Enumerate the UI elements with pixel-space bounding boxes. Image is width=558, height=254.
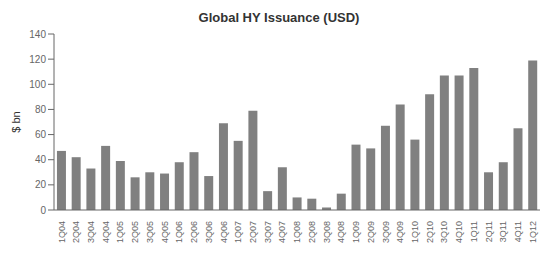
svg-text:4Q07: 4Q07 bbox=[277, 221, 287, 243]
svg-text:2Q04: 2Q04 bbox=[71, 221, 81, 243]
svg-text:3Q07: 3Q07 bbox=[263, 221, 273, 243]
svg-text:80: 80 bbox=[35, 104, 47, 115]
svg-text:0: 0 bbox=[40, 205, 46, 216]
svg-text:$ bn: $ bn bbox=[10, 111, 22, 132]
svg-text:120: 120 bbox=[29, 54, 46, 65]
svg-text:2Q10: 2Q10 bbox=[425, 221, 435, 243]
svg-text:3Q06: 3Q06 bbox=[204, 221, 214, 243]
svg-text:3Q08: 3Q08 bbox=[322, 221, 332, 243]
svg-text:4Q04: 4Q04 bbox=[101, 221, 111, 243]
html-text:Global HY Issuance (USD): Global HY Issuance (USD) bbox=[198, 10, 360, 25]
svg-text:3Q11: 3Q11 bbox=[498, 221, 508, 242]
svg-text:140: 140 bbox=[29, 29, 46, 40]
svg-text:4Q11: 4Q11 bbox=[513, 221, 523, 242]
svg-text:60: 60 bbox=[35, 129, 47, 140]
svg-text:1Q12: 1Q12 bbox=[528, 221, 538, 243]
svg-text:1Q08: 1Q08 bbox=[292, 221, 302, 243]
svg-text:2Q11: 2Q11 bbox=[484, 221, 494, 242]
svg-text:4Q06: 4Q06 bbox=[219, 221, 229, 243]
svg-text:1Q11: 1Q11 bbox=[469, 221, 479, 242]
svg-text:2Q08: 2Q08 bbox=[307, 221, 317, 243]
svg-text:1Q09: 1Q09 bbox=[351, 221, 361, 243]
svg-text:2Q06: 2Q06 bbox=[189, 221, 199, 243]
svg-text:3Q05: 3Q05 bbox=[145, 221, 155, 243]
svg-text:4Q05: 4Q05 bbox=[160, 221, 170, 243]
svg-text:3Q04: 3Q04 bbox=[86, 221, 96, 243]
svg-text:1Q10: 1Q10 bbox=[410, 221, 420, 243]
svg-text:1Q05: 1Q05 bbox=[115, 221, 125, 243]
svg-text:40: 40 bbox=[35, 154, 47, 165]
svg-text:1Q06: 1Q06 bbox=[174, 221, 184, 243]
svg-text:20: 20 bbox=[35, 179, 47, 190]
svg-text:4Q10: 4Q10 bbox=[454, 221, 464, 243]
svg-text:2Q07: 2Q07 bbox=[248, 221, 258, 243]
svg-text:4Q08: 4Q08 bbox=[336, 221, 346, 243]
svg-text:4Q09: 4Q09 bbox=[395, 221, 405, 243]
svg-text:2Q09: 2Q09 bbox=[366, 221, 376, 243]
svg-text:1Q04: 1Q04 bbox=[57, 221, 67, 243]
svg-text:100: 100 bbox=[29, 79, 46, 90]
svg-text:3Q09: 3Q09 bbox=[381, 221, 391, 243]
svg-text:2Q05: 2Q05 bbox=[130, 221, 140, 243]
svg-text:1Q07: 1Q07 bbox=[233, 221, 243, 243]
svg-text:3Q10: 3Q10 bbox=[439, 221, 449, 243]
